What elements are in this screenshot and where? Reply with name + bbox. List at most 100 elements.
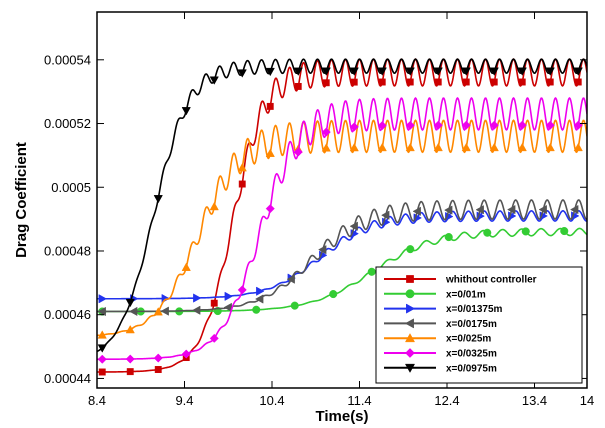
series-marker xyxy=(517,67,527,76)
series-layer xyxy=(97,58,587,376)
series-marker xyxy=(405,120,415,130)
series-line xyxy=(97,199,587,313)
series-marker xyxy=(192,305,201,315)
series-marker xyxy=(154,366,162,373)
series-line xyxy=(97,58,587,373)
series-marker xyxy=(377,121,387,131)
series-marker xyxy=(538,204,547,215)
series-marker xyxy=(286,274,295,284)
series-marker xyxy=(404,363,416,373)
series-marker xyxy=(125,324,135,334)
series-marker xyxy=(489,142,499,152)
series-marker xyxy=(265,148,275,157)
series-marker xyxy=(378,78,386,86)
series-marker xyxy=(574,78,582,86)
series-marker xyxy=(573,67,583,76)
series-marker xyxy=(521,227,530,236)
y-tick-label: 0.00052 xyxy=(44,116,91,131)
series-marker xyxy=(349,142,359,152)
series-marker xyxy=(404,333,416,343)
x-tick-label: 8.4 xyxy=(88,393,106,408)
y-tick-label: 0.00054 xyxy=(44,52,91,67)
series-marker xyxy=(433,142,443,152)
series-marker xyxy=(153,353,163,363)
series-marker xyxy=(350,78,358,86)
series-marker xyxy=(570,204,579,215)
series-marker xyxy=(406,245,415,254)
series-marker xyxy=(256,286,265,296)
series-marker xyxy=(321,143,331,152)
series-marker xyxy=(97,344,107,353)
series-marker xyxy=(293,147,303,157)
series-marker xyxy=(98,368,106,376)
series-marker xyxy=(406,275,414,283)
y-tick-label: 0.00044 xyxy=(44,371,91,386)
series-marker xyxy=(367,267,376,276)
series-marker xyxy=(518,78,526,86)
series-marker xyxy=(349,122,359,132)
series-marker xyxy=(489,120,499,130)
x-tick-label: 13.4 xyxy=(522,393,547,408)
series-marker xyxy=(321,127,331,137)
series-marker xyxy=(97,306,106,317)
series-marker xyxy=(318,245,327,255)
axis-layer: 8.4 9.4 10.4 11.4 12.4 13.4 14 0.00044 0.00046 0.… xyxy=(44,12,594,408)
series-marker xyxy=(545,120,555,130)
series-line xyxy=(97,96,587,361)
series-marker xyxy=(98,294,107,304)
series-marker xyxy=(517,120,527,130)
series-marker xyxy=(349,221,358,231)
series-marker xyxy=(210,299,218,307)
series-marker xyxy=(483,228,492,237)
legend: whithout controller x=0/01m x=0/01375m x=0/… xyxy=(375,266,583,384)
series-marker xyxy=(252,305,261,314)
series-marker xyxy=(293,67,303,76)
series-marker xyxy=(404,318,414,329)
legend-label: whithout controller xyxy=(445,275,537,286)
series-marker xyxy=(381,210,390,220)
series-marker xyxy=(237,163,247,172)
series-marker xyxy=(433,67,443,76)
series-marker xyxy=(290,301,299,310)
series-marker xyxy=(125,354,135,364)
series-whithout-controller xyxy=(97,58,587,376)
series-marker xyxy=(97,330,107,339)
series-marker xyxy=(224,291,233,301)
series-marker xyxy=(322,79,330,87)
series-marker xyxy=(517,142,527,152)
series-marker xyxy=(489,67,499,76)
x-tick-label: 9.4 xyxy=(175,393,193,408)
series-marker xyxy=(129,306,138,317)
series-marker xyxy=(406,78,414,86)
series-marker xyxy=(265,204,275,214)
series-x-0-0175m xyxy=(97,199,587,317)
series-marker xyxy=(329,290,338,299)
series-marker xyxy=(237,285,247,295)
series-marker xyxy=(266,102,274,110)
series-marker xyxy=(153,307,163,316)
series-marker xyxy=(160,306,169,316)
series-x-0-025m xyxy=(97,119,587,339)
legend-label: x=0/025m xyxy=(446,334,491,345)
series-marker xyxy=(560,226,569,236)
series-marker xyxy=(209,333,219,343)
series-marker xyxy=(181,107,191,116)
y-tick-label: 0.00046 xyxy=(44,307,91,322)
series-line xyxy=(97,119,587,337)
series-marker xyxy=(265,67,275,77)
series-marker xyxy=(461,142,471,152)
series-marker xyxy=(377,142,387,152)
series-marker xyxy=(406,303,416,314)
series-marker xyxy=(97,354,107,364)
series-x-0-0975m xyxy=(97,58,587,353)
series-marker xyxy=(444,205,453,215)
series-line xyxy=(97,58,587,353)
series-marker xyxy=(321,67,331,76)
series-marker xyxy=(405,289,415,299)
series-marker xyxy=(377,67,387,76)
legend-label: x=0/01m xyxy=(446,289,486,300)
x-tick-label: 10.4 xyxy=(259,393,284,408)
series-marker xyxy=(412,206,421,216)
series-marker xyxy=(126,368,134,376)
